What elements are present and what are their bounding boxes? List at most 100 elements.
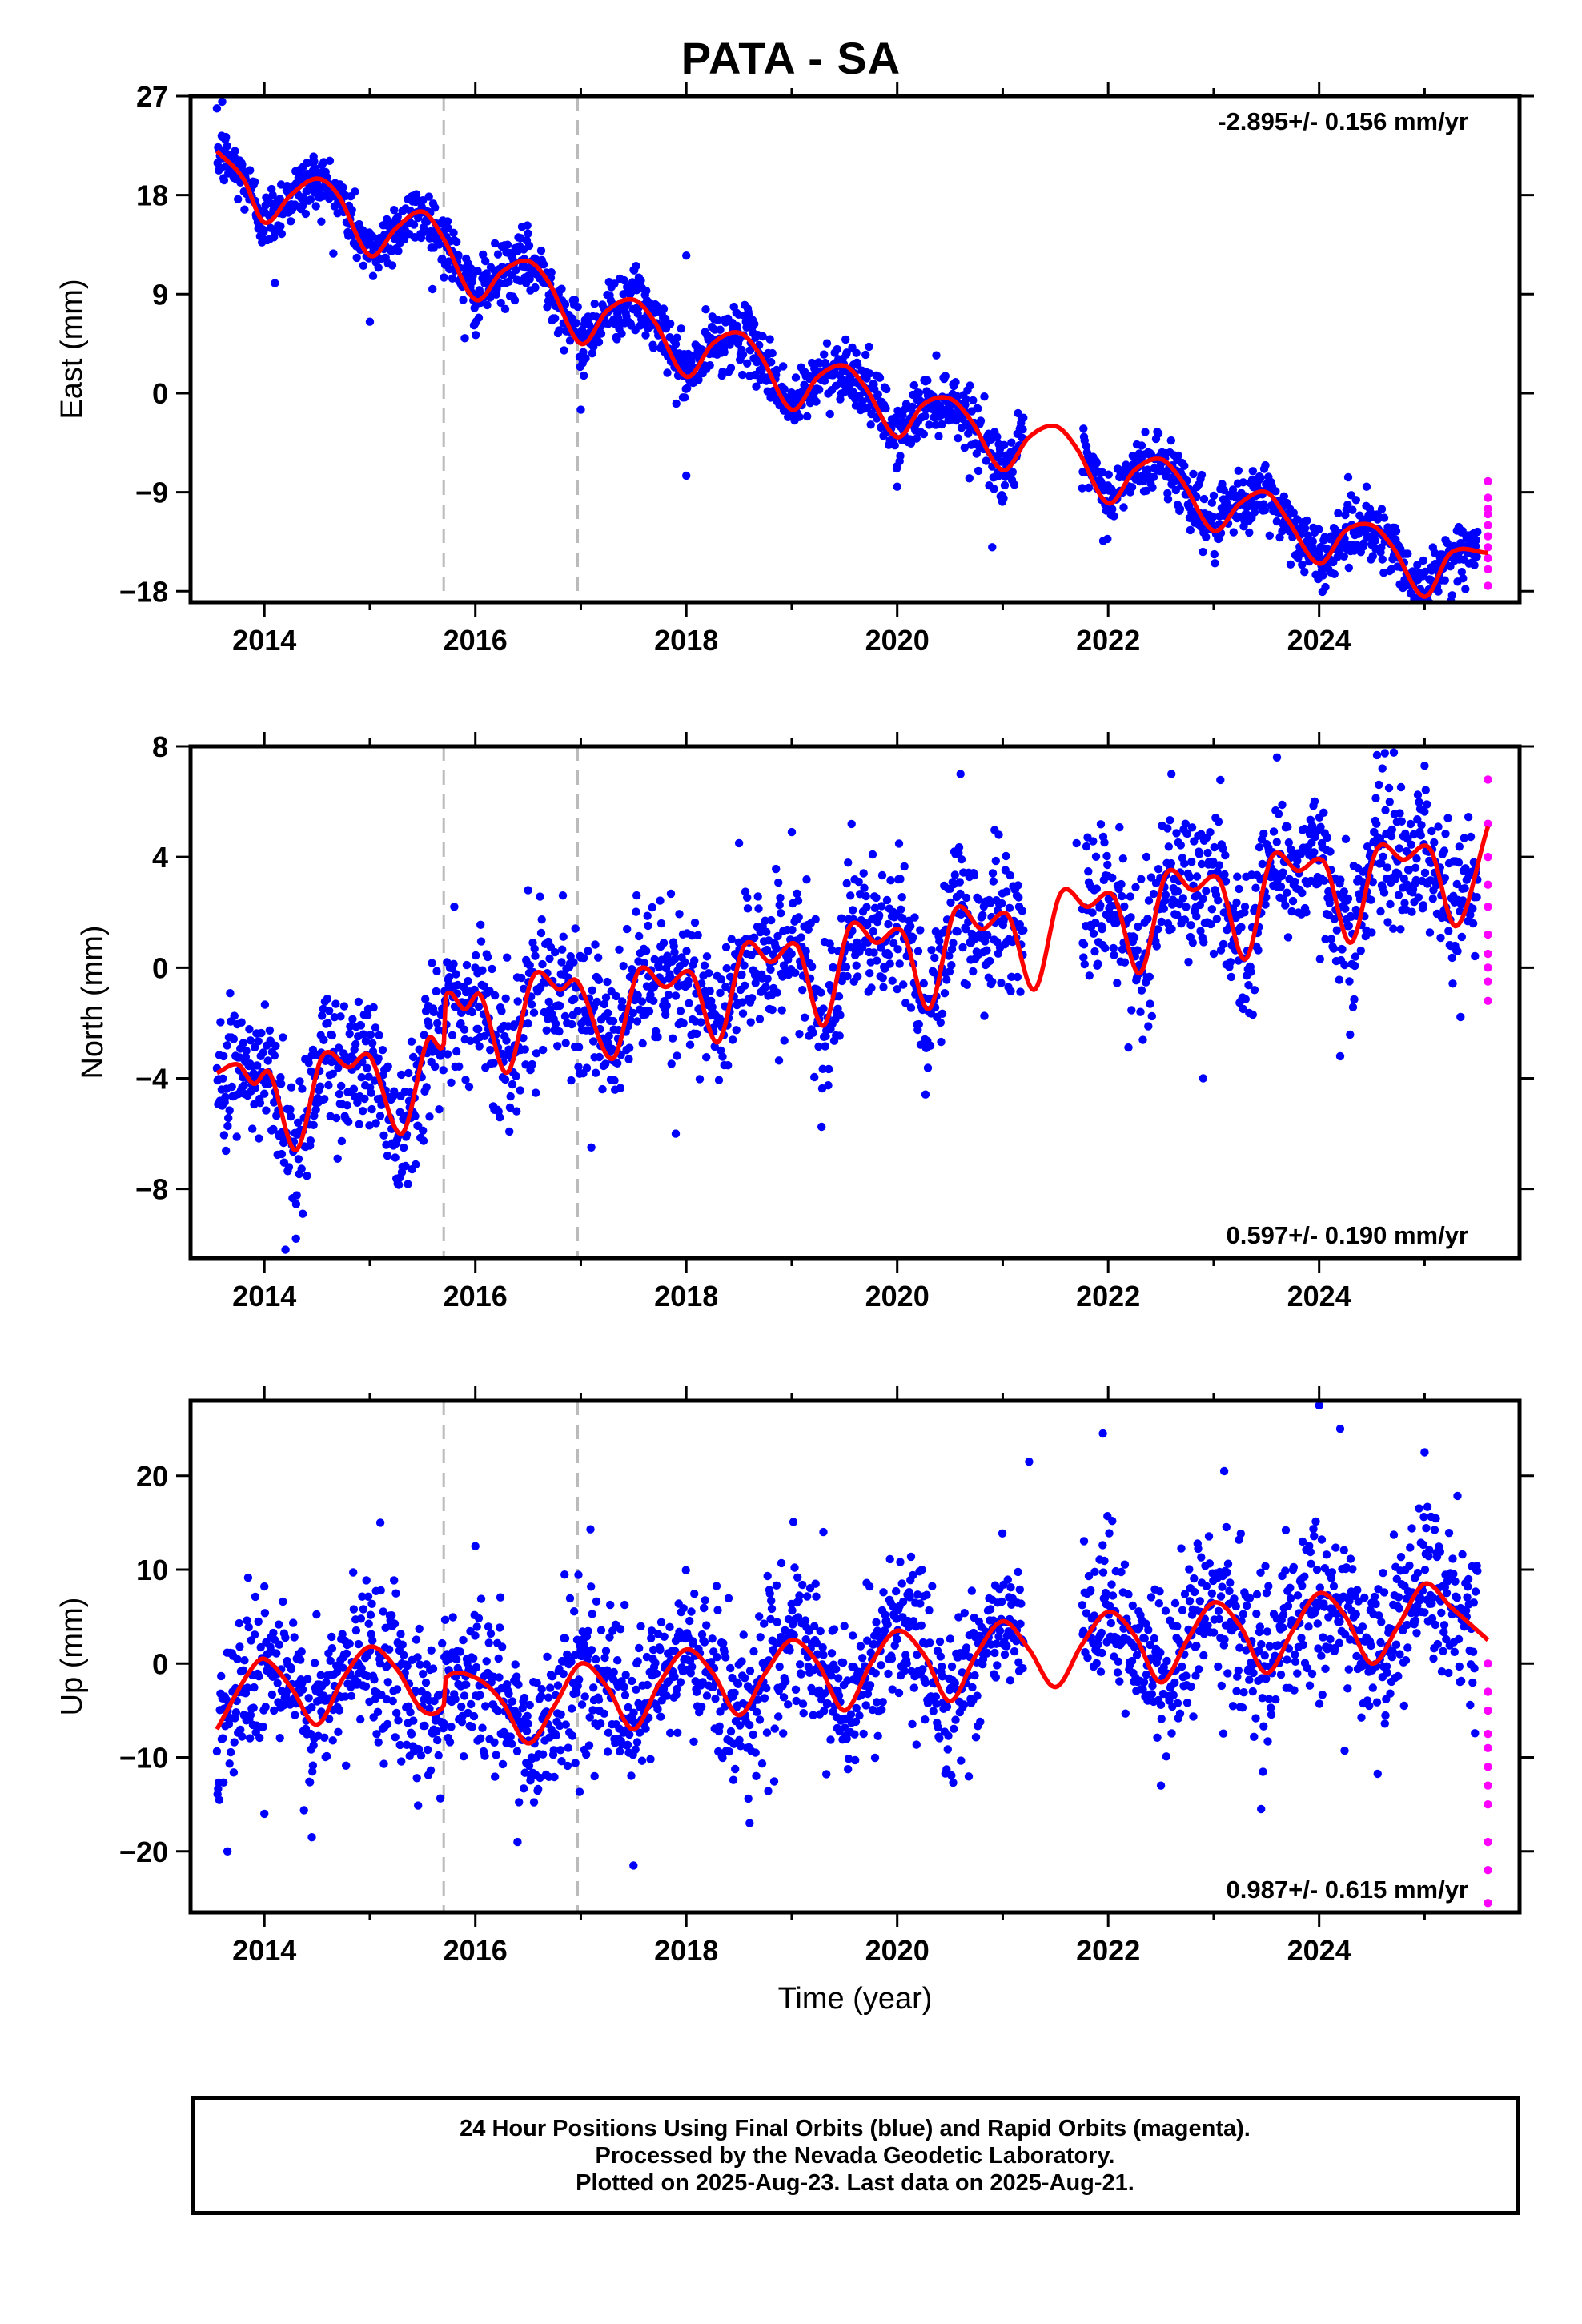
final-point (1453, 947, 1462, 956)
final-point (1348, 505, 1357, 514)
final-point (491, 239, 500, 248)
final-point (460, 1691, 469, 1700)
final-point (276, 222, 285, 231)
rate-label-north: 0.597+/- 0.190 mm/yr (1227, 1221, 1468, 1249)
final-point (1417, 612, 1425, 620)
final-point (257, 1028, 266, 1038)
final-point (836, 1011, 845, 1019)
final-point (525, 1700, 534, 1710)
final-point (592, 1597, 601, 1606)
final-point (825, 409, 834, 419)
final-point (483, 300, 492, 310)
final-point (624, 1703, 632, 1712)
final-point (616, 1747, 624, 1756)
final-point (889, 939, 898, 947)
final-point (436, 1794, 445, 1803)
final-point (219, 1778, 228, 1787)
final-point (863, 920, 872, 930)
rapid-point (1484, 949, 1492, 959)
final-point (613, 1059, 622, 1068)
final-point (737, 970, 746, 979)
final-point (474, 1002, 484, 1011)
final-point (1110, 951, 1118, 959)
final-point (341, 1692, 350, 1701)
final-point (1407, 840, 1416, 850)
final-point (945, 951, 954, 960)
final-point (1089, 929, 1098, 939)
final-point (474, 1024, 483, 1034)
final-point (1148, 483, 1157, 492)
final-point (491, 1772, 500, 1781)
final-point (571, 924, 580, 933)
final-point (421, 1678, 431, 1687)
final-point (1425, 928, 1435, 937)
final-point (255, 1733, 264, 1743)
final-point (576, 405, 585, 414)
final-point (501, 994, 510, 1003)
final-point (1187, 823, 1197, 832)
final-point (524, 1761, 534, 1771)
final-point (705, 361, 714, 370)
final-point (1215, 861, 1224, 870)
final-point (962, 893, 971, 903)
final-point (1383, 918, 1392, 927)
final-point (425, 1704, 434, 1713)
final-point (795, 1030, 804, 1039)
final-point (671, 991, 681, 1000)
final-point (291, 1711, 299, 1719)
final-point (1154, 925, 1162, 934)
final-point (1468, 904, 1477, 913)
final-point (997, 979, 1006, 987)
final-point (604, 1747, 612, 1756)
final-point (469, 1654, 478, 1663)
y-tick-label: −8 (135, 1173, 168, 1206)
final-point (610, 1076, 619, 1085)
final-point (1118, 891, 1126, 901)
final-point (1419, 901, 1428, 910)
final-point (761, 916, 769, 925)
final-point (1341, 904, 1350, 913)
final-point (1343, 894, 1353, 903)
final-point (988, 543, 997, 552)
final-point (1472, 552, 1481, 561)
final-orbit-points-up (212, 1401, 1482, 1870)
final-point (472, 951, 480, 960)
final-point (243, 1683, 252, 1692)
final-point (390, 206, 399, 215)
final-point (1247, 967, 1255, 976)
final-point (433, 1735, 442, 1745)
final-point (364, 1619, 373, 1628)
final-point (260, 1582, 269, 1591)
final-point (315, 1082, 325, 1091)
final-point (688, 931, 697, 940)
final-point (367, 1630, 375, 1638)
final-point (1339, 552, 1349, 561)
final-point (1103, 534, 1112, 544)
final-point (361, 1682, 371, 1691)
final-point (218, 97, 227, 107)
final-point (1216, 775, 1225, 785)
final-point (594, 975, 604, 985)
final-point (1182, 903, 1191, 911)
final-point (529, 1008, 539, 1017)
final-point (573, 1681, 582, 1691)
x-tick-label: 2022 (1076, 1280, 1140, 1313)
final-point (524, 886, 532, 895)
final-point (573, 303, 582, 312)
final-point (1464, 813, 1473, 822)
final-point (452, 237, 461, 247)
final-point (743, 904, 753, 913)
final-point (520, 1784, 528, 1793)
final-point (649, 344, 658, 352)
final-point (230, 1011, 239, 1020)
final-point (1082, 442, 1091, 451)
final-point (1118, 945, 1127, 954)
final-point (620, 1683, 628, 1691)
final-point (536, 928, 546, 938)
final-point (1092, 884, 1102, 893)
final-point (656, 1645, 665, 1655)
final-point (268, 191, 277, 199)
final-point (260, 1089, 269, 1098)
final-point (513, 997, 522, 1006)
final-point (233, 1655, 242, 1663)
